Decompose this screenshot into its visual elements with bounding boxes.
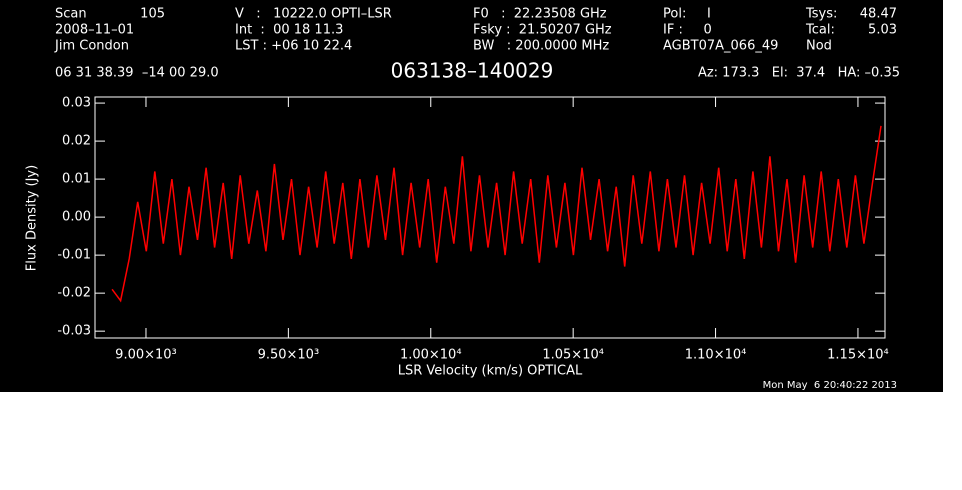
- scan-label: Scan: [55, 7, 87, 22]
- x-axis-label: LSR Velocity (km/s) OPTICAL: [398, 364, 583, 379]
- tcal: 5.03: [868, 23, 897, 38]
- date: 2008–11–01: [55, 23, 134, 38]
- tcal-label: Tcal:: [805, 23, 835, 38]
- mode: Nod: [806, 39, 832, 54]
- pol: Pol: I: [663, 7, 711, 22]
- source: 063138–140029: [391, 59, 554, 83]
- fsky: Fsky : 21.50207 GHz: [473, 23, 612, 38]
- x-tick-label: 9.50×10³: [258, 348, 320, 363]
- scan: 105: [140, 7, 165, 22]
- lst: LST : +06 10 22.4: [235, 39, 352, 54]
- bw: BW : 200.0000 MHz: [473, 39, 609, 54]
- spectrum-line: [111, 125, 882, 303]
- y-axis-label: Flux Density (Jy): [25, 165, 40, 271]
- x-tick-label: 9.00×10³: [115, 348, 177, 363]
- project: AGBT07A_066_49: [663, 39, 778, 54]
- x-tick-label: 1.15×10⁴: [827, 348, 889, 363]
- y-tick-label: 0.03: [62, 96, 91, 111]
- x-tick-label: 1.00×10⁴: [400, 348, 462, 363]
- timestamp: Mon May 6 20:40:22 2013: [763, 380, 897, 391]
- int: Int : 00 18 11.3: [235, 23, 343, 38]
- y-tick-label: 0.02: [62, 134, 91, 149]
- y-tick-label: -0.02: [57, 286, 91, 301]
- y-tick-label: 0.01: [62, 172, 91, 187]
- coords: 06 31 38.39 –14 00 29.0: [55, 66, 219, 81]
- y-tick-label: 0.00: [62, 210, 91, 225]
- y-tick-label: -0.03: [57, 324, 91, 339]
- if: IF : 0: [663, 23, 712, 38]
- observer: Jim Condon: [54, 39, 129, 54]
- velocity: V : 10222.0 OPTI–LSR: [235, 7, 392, 22]
- x-tick-label: 1.05×10⁴: [542, 348, 604, 363]
- tsys-label: Tsys:: [805, 7, 837, 22]
- tsys: 48.47: [860, 7, 897, 22]
- az-el-ha: Az: 173.3 El: 37.4 HA: –0.35: [698, 66, 900, 81]
- y-tick-label: -0.01: [57, 248, 91, 263]
- f0: F0 : 22.23508 GHz: [473, 7, 607, 22]
- x-tick-label: 1.10×10⁴: [685, 348, 747, 363]
